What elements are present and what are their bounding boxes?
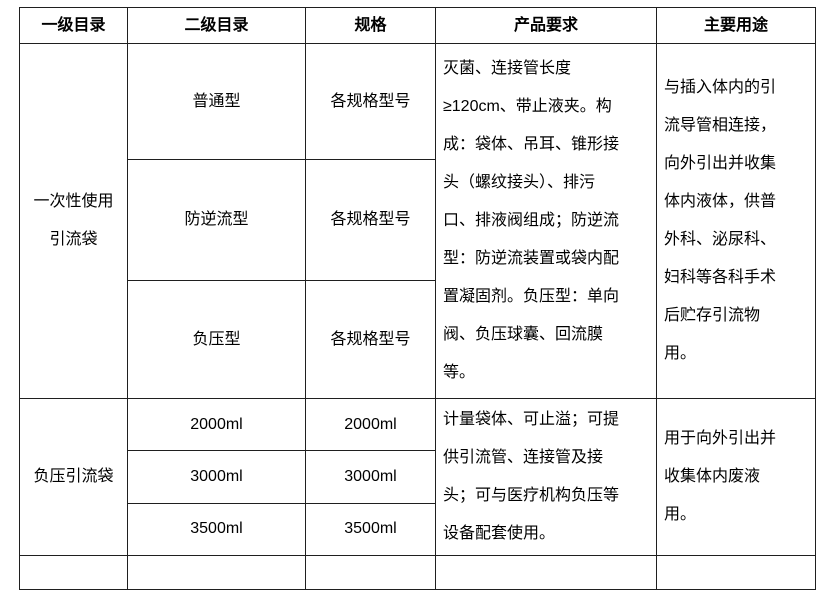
- cell-usage-negative-pressure-drainage-bag: 用于向外引出并 收集体内废液 用。: [656, 398, 816, 556]
- header-spec: 规格: [305, 7, 436, 44]
- cell-subcategory-anti-reflux-type: 防逆流型: [127, 159, 306, 281]
- cell-subcategory-ordinary-type: 普通型: [127, 43, 306, 160]
- cell-category-negative-pressure-drainage-bag: 负压引流袋: [19, 398, 128, 556]
- cell-empty: [127, 555, 306, 590]
- table-row: 防逆流型 各规格型号: [20, 159, 816, 281]
- header-product-requirements: 产品要求: [435, 7, 657, 44]
- cell-subcategory-3500ml: 3500ml: [127, 502, 306, 557]
- table-row: 3000ml 3000ml: [20, 450, 816, 504]
- cell-subcategory-negative-pressure-type: 负压型: [127, 280, 306, 399]
- cell-empty: [19, 555, 128, 590]
- table-row-partial: [19, 555, 816, 590]
- header-level2-catalog: 二级目录: [127, 7, 306, 44]
- product-catalog-table: 一级目录 二级目录 规格 产品要求 主要用途 一次性使用 引流袋 普通型 各规格…: [19, 7, 816, 590]
- cell-requirements-disposable-drainage-bag: 灭菌、连接管长度 ≥120cm、带止液夹。构 成：袋体、吊耳、锥形接 头（螺纹接…: [435, 43, 657, 399]
- header-main-usage: 主要用途: [656, 7, 816, 44]
- header-level1-catalog: 一级目录: [19, 7, 128, 44]
- cell-spec-anti-reflux-type: 各规格型号: [305, 159, 436, 281]
- table-row: 3500ml 3500ml: [20, 502, 816, 557]
- cell-spec-ordinary-type: 各规格型号: [305, 43, 436, 160]
- cell-usage-disposable-drainage-bag: 与插入体内的引 流导管相连接， 向外引出并收集 体内液体，供普 外科、泌尿科、 …: [656, 43, 816, 399]
- cell-spec-3000ml: 3000ml: [305, 450, 436, 504]
- cell-requirements-negative-pressure-drainage-bag: 计量袋体、可止溢；可提 供引流管、连接管及接 头；可与医疗机构负压等 设备配套使…: [435, 398, 657, 556]
- cell-spec-negative-pressure-type: 各规格型号: [305, 280, 436, 399]
- cell-subcategory-2000ml: 2000ml: [127, 397, 306, 452]
- cell-empty: [656, 555, 816, 590]
- table-row: 负压型 各规格型号: [20, 280, 816, 399]
- table-row: 一次性使用 引流袋 普通型 各规格型号 灭菌、连接管长度 ≥120cm、带止液夹…: [19, 43, 816, 399]
- cell-category-disposable-drainage-bag: 一次性使用 引流袋: [19, 43, 128, 399]
- table-row: 负压引流袋 2000ml 2000ml 计量袋体、可止溢；可提 供引流管、连接管…: [19, 397, 816, 556]
- cell-empty: [435, 555, 657, 590]
- table-header-row: 一级目录 二级目录 规格 产品要求 主要用途: [19, 7, 816, 44]
- cell-spec-3500ml: 3500ml: [305, 502, 436, 557]
- cell-subcategory-3000ml: 3000ml: [127, 450, 306, 504]
- cell-empty: [305, 555, 436, 590]
- cell-spec-2000ml: 2000ml: [305, 397, 436, 452]
